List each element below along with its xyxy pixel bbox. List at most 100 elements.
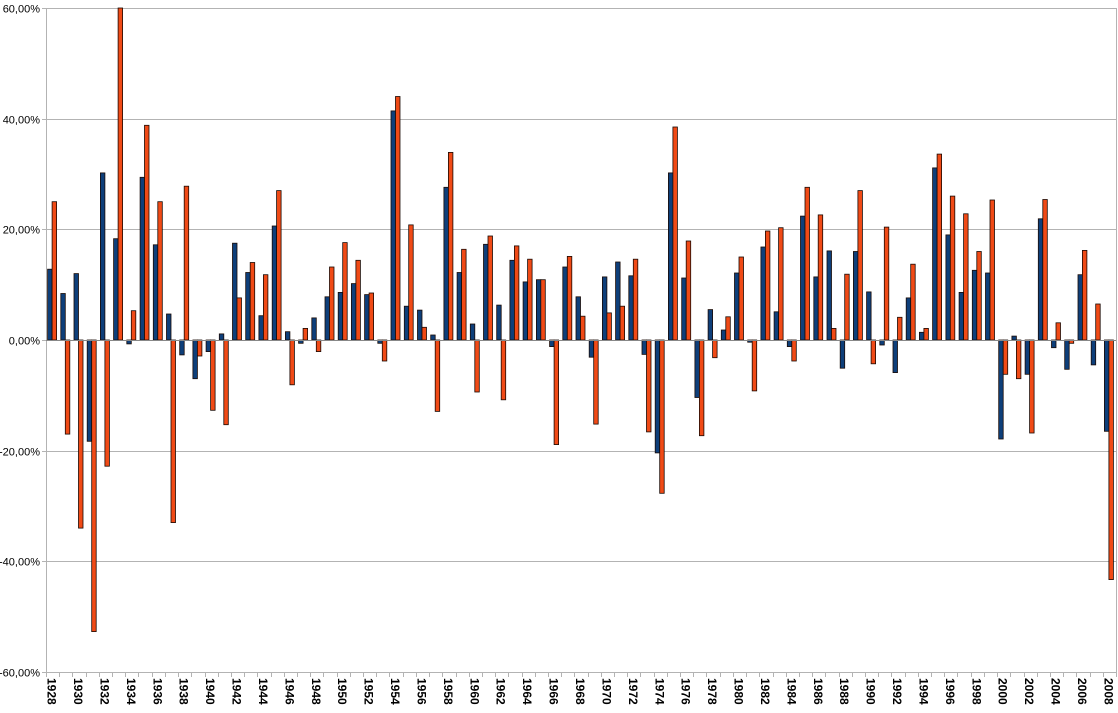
- bar-series-2-1972: [632, 258, 639, 341]
- x-tick-label: 1980: [732, 678, 746, 705]
- bar-series-2-2001: [1016, 339, 1022, 380]
- bar-series-2-1931: [91, 339, 97, 633]
- bar-series-2-1962: [500, 339, 507, 401]
- bar-series-2-1975: [672, 126, 678, 341]
- y-tick-label: 0,00%: [9, 336, 40, 348]
- bar-series-1-1973: [641, 339, 647, 355]
- bar-series-2-1994: [923, 327, 929, 341]
- bar-series-2-1980: [738, 256, 744, 341]
- x-tick-label: 1946: [282, 678, 296, 705]
- y-axis-tick-labels: -60,00% -40,00% -20,00% 0,00% 20,00% 40,00% 60…: [0, 4, 40, 680]
- bar-series-1-2006: [1077, 274, 1083, 341]
- bar-series-1-1963: [509, 259, 515, 341]
- bar-series-2-2006: [1082, 249, 1088, 341]
- bar-series-2-1971: [619, 305, 625, 341]
- bar-series-1-1983: [773, 311, 779, 341]
- bar-series-2-1956: [421, 326, 427, 341]
- x-tick-label: 1940: [203, 678, 217, 705]
- bar-series-2-1961: [487, 235, 493, 341]
- bar-series-1-1943: [245, 272, 251, 341]
- bar-series-2-1938: [183, 185, 190, 341]
- bar-series-1-1989: [853, 251, 859, 341]
- x-tick-label: 1966: [547, 678, 561, 705]
- bar-series-1-1978: [707, 309, 713, 341]
- bar-series-2-1964: [527, 258, 533, 341]
- bar-series-1-1933: [113, 238, 119, 341]
- x-tick-label: 1950: [335, 678, 349, 705]
- x-tick-label: 2008: [1101, 678, 1115, 705]
- bar-series-1-1974: [654, 339, 661, 454]
- bar-series-2-1981: [751, 339, 758, 392]
- x-tick-label: 1968: [573, 678, 587, 705]
- bar-series-2-1989: [857, 190, 863, 341]
- bar-series-2-1995: [936, 153, 942, 341]
- bar-series-1-1936: [152, 244, 159, 341]
- bar-series-1-1931: [86, 339, 93, 442]
- bar-series-1-2002: [1024, 339, 1030, 375]
- bar-series-1-1962: [496, 304, 502, 341]
- bar-series-2-2002: [1029, 339, 1035, 434]
- x-tick-label: 1974: [652, 678, 666, 705]
- bar-series-2-1988: [844, 273, 850, 341]
- bar-series-2-1933: [117, 7, 123, 341]
- x-tick-label: 1982: [758, 678, 772, 705]
- bar-series-1-1971: [615, 261, 621, 341]
- bar-series-2-1985: [804, 186, 810, 341]
- bar-series-2-1967: [566, 255, 573, 341]
- bar-series-1-1997: [958, 291, 964, 341]
- bar-series-2-1952: [368, 292, 375, 341]
- bar-series-2-1960: [474, 339, 480, 393]
- bar-series-2-1999: [989, 199, 995, 341]
- bar-series-2-1973: [646, 339, 652, 433]
- x-tick-label: 1998: [969, 678, 983, 705]
- x-tick-label: 1960: [467, 678, 481, 705]
- bar-series-1-1942: [232, 242, 238, 341]
- bar-series-2-1950: [342, 242, 348, 341]
- bar-series-1-2003: [1037, 218, 1044, 341]
- bar-series-2-2003: [1042, 199, 1048, 341]
- bar-series-2-1959: [461, 248, 467, 341]
- x-tick-label: 1942: [230, 678, 244, 705]
- x-tick-label: 1930: [71, 678, 85, 705]
- bar-series-2-1958: [447, 151, 454, 341]
- x-tick-label: 1996: [943, 678, 957, 705]
- x-tick-label: 1992: [890, 678, 904, 705]
- x-tick-label: 1928: [45, 678, 59, 705]
- bar-series-2-1951: [355, 259, 361, 341]
- x-tick-label: 1986: [811, 678, 825, 705]
- x-tick-label: 1948: [309, 678, 323, 705]
- x-tick-label: 1936: [150, 678, 164, 705]
- bar-series-2-1997: [963, 213, 969, 341]
- bar-series-2-1943: [249, 262, 256, 341]
- bar-series-1-2001: [1011, 335, 1017, 341]
- bar-series-1-1977: [694, 339, 700, 398]
- bar-series-1-1994: [919, 331, 925, 341]
- bar-series-1-1995: [932, 167, 938, 341]
- bar-series-2-1974: [659, 339, 665, 494]
- bar-series-2-1939: [196, 339, 203, 357]
- bar-series-2-1993: [910, 263, 916, 341]
- x-tick-label: 2004: [1049, 678, 1063, 705]
- bar-series-1-1950: [337, 291, 344, 341]
- y-tick-label: 60,00%: [3, 4, 41, 16]
- bar-series-2-2004: [1055, 322, 1061, 341]
- bar-series-2-1930: [78, 339, 84, 529]
- x-tick-label: 1934: [124, 678, 138, 705]
- bar-series-2-1948: [315, 339, 322, 353]
- bar-series-2-1936: [157, 201, 163, 341]
- bar-series-2-1984: [791, 339, 797, 362]
- y-tick-label: 20,00%: [3, 225, 41, 237]
- axes: [46, 8, 1117, 677]
- bar-series-2-1942: [236, 297, 242, 341]
- x-tick-label: 1938: [177, 678, 191, 705]
- y-tick-label: -20,00%: [0, 447, 40, 459]
- bar-series-1-1982: [760, 246, 766, 341]
- bar-series-1-1940: [205, 339, 212, 353]
- bar-series-2-1937: [170, 339, 176, 524]
- y-tick-label: 40,00%: [3, 115, 41, 127]
- bar-series-1-1957: [430, 334, 436, 341]
- x-tick-label: 1988: [837, 678, 851, 705]
- x-tick-label: 1944: [256, 678, 270, 705]
- bar-series-1-1951: [350, 283, 357, 341]
